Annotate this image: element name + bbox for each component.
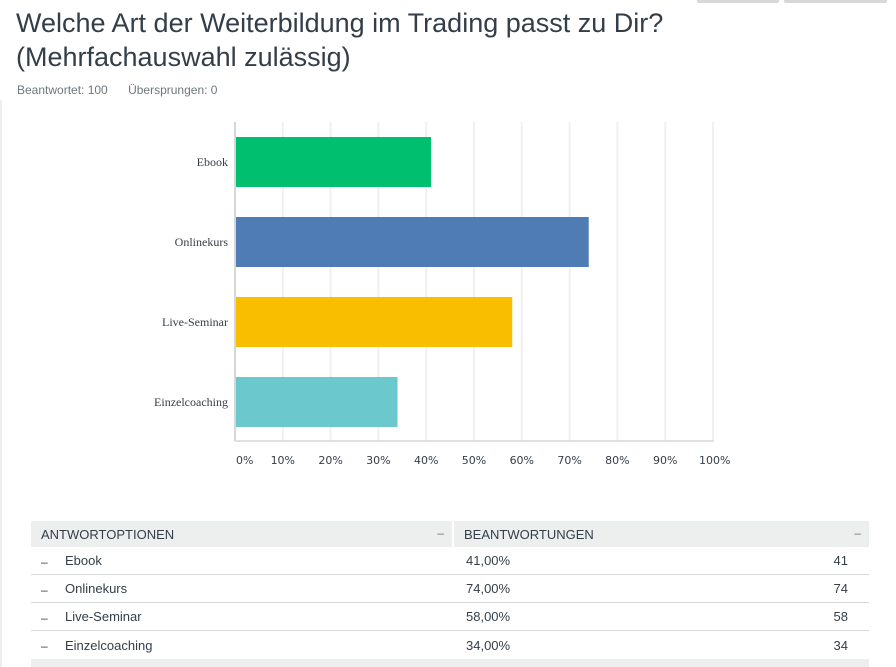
answered-count: Beantwortet: 100	[17, 83, 108, 97]
option-label: Ebook	[65, 553, 102, 568]
row-dash-icon: –	[41, 610, 48, 625]
collapse-icon[interactable]: –	[854, 526, 861, 540]
tick-labels: 0% 10% 20% 30% 40% 50% 60% 70% 80% 90% 100%	[236, 454, 730, 467]
x-tick-label: 80%	[605, 454, 629, 467]
bar-ebook[interactable]	[236, 137, 431, 187]
bar-live-seminar[interactable]	[236, 297, 513, 347]
x-tick-label: 60%	[510, 454, 534, 467]
x-tick-label: 30%	[366, 454, 390, 467]
bar-onlinekurs[interactable]	[236, 217, 589, 267]
category-label: Ebook	[197, 155, 228, 169]
response-stats: Beantwortet: 100 Übersprungen: 0	[17, 83, 234, 97]
toolbar-button-1[interactable]	[697, 0, 779, 3]
question-title: Welche Art der Weiterbildung im Trading …	[16, 8, 664, 72]
option-label: Onlinekurs	[65, 581, 128, 596]
collapse-icon[interactable]: –	[437, 526, 444, 540]
x-tick-label: 90%	[653, 454, 677, 467]
col-header-options[interactable]: ANTWORTOPTIONEN –	[31, 521, 454, 547]
row-dash-icon: –	[41, 554, 48, 569]
table-body: – Ebook 41,00% 41 – Onlinekurs 74,00% 74…	[31, 547, 869, 659]
option-label: Einzelcoaching	[65, 637, 153, 653]
row-dash-icon: –	[41, 639, 48, 653]
x-tick-label: 0%	[236, 454, 253, 467]
col-header-responses[interactable]: BEANTWORTUNGEN –	[464, 526, 861, 542]
skipped-count: Übersprungen: 0	[128, 83, 218, 97]
table-row: – Live-Seminar 58,00% 58	[31, 603, 869, 631]
row-dash-icon: –	[41, 582, 48, 597]
x-tick-label: 10%	[271, 454, 295, 467]
category-label: Live-Seminar	[162, 315, 228, 329]
option-percent: 74,00%	[466, 581, 511, 596]
table-row: – Ebook 41,00% 41	[31, 547, 869, 575]
option-count: 58	[833, 609, 848, 624]
bar-chart: Ebook Onlinekurs Live-Seminar Einzelcoachin…	[154, 122, 730, 467]
table-row: – Einzelcoaching 34,00% 34	[31, 631, 869, 659]
x-tick-label: 40%	[414, 454, 438, 467]
option-count: 41	[833, 553, 848, 568]
results-table: ANTWORTOPTIONEN – BEANTWORTUNGEN – – Ebo…	[31, 521, 869, 667]
option-count: 34	[833, 637, 848, 653]
category-labels: Ebook Onlinekurs Live-Seminar Einzelcoachin…	[154, 155, 228, 409]
bar-einzelcoaching[interactable]	[236, 377, 398, 427]
table-footer	[31, 659, 869, 667]
table-header: ANTWORTOPTIONEN – BEANTWORTUNGEN –	[31, 521, 869, 547]
x-tick-label: 70%	[557, 454, 581, 467]
page-left-border	[0, 100, 2, 667]
table-row: – Onlinekurs 74,00% 74	[31, 575, 869, 603]
option-percent: 58,00%	[466, 609, 511, 624]
x-tick-label: 50%	[462, 454, 486, 467]
bars	[236, 137, 589, 427]
option-count: 74	[833, 581, 848, 596]
option-percent: 41,00%	[466, 553, 511, 568]
option-percent: 34,00%	[466, 637, 511, 653]
option-label: Live-Seminar	[65, 609, 142, 624]
x-tick-label: 20%	[318, 454, 342, 467]
category-label: Onlinekurs	[175, 235, 229, 249]
x-tick-label: 100%	[699, 454, 730, 467]
category-label: Einzelcoaching	[154, 395, 228, 409]
toolbar-button-2[interactable]	[784, 0, 887, 3]
